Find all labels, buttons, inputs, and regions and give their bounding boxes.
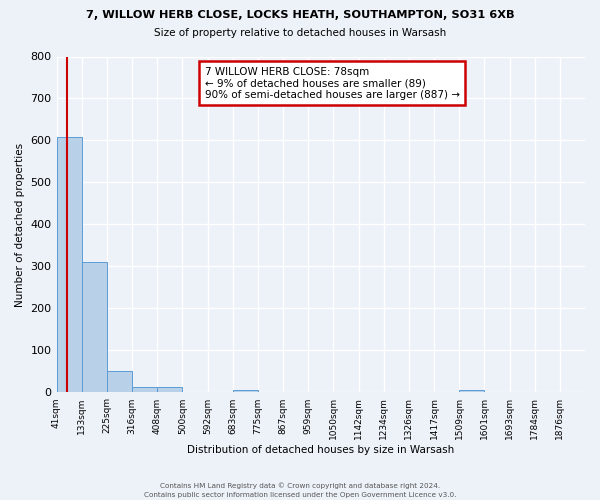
Bar (233, 390, 258, 392)
Bar (459, 390, 484, 392)
Text: Contains public sector information licensed under the Open Government Licence v3: Contains public sector information licen… (144, 492, 456, 498)
Text: 7 WILLOW HERB CLOSE: 78sqm
← 9% of detached houses are smaller (89)
90% of semi-: 7 WILLOW HERB CLOSE: 78sqm ← 9% of detac… (205, 66, 460, 100)
Text: Size of property relative to detached houses in Warsash: Size of property relative to detached ho… (154, 28, 446, 38)
Y-axis label: Number of detached properties: Number of detached properties (15, 142, 25, 306)
Text: 7, WILLOW HERB CLOSE, LOCKS HEATH, SOUTHAMPTON, SO31 6XB: 7, WILLOW HERB CLOSE, LOCKS HEATH, SOUTH… (86, 10, 514, 20)
Bar (107, 372, 132, 392)
Text: Contains HM Land Registry data © Crown copyright and database right 2024.: Contains HM Land Registry data © Crown c… (160, 482, 440, 489)
Bar (157, 388, 182, 392)
Bar (132, 388, 157, 392)
X-axis label: Distribution of detached houses by size in Warsash: Distribution of detached houses by size … (187, 445, 454, 455)
Bar (82, 262, 107, 392)
Bar (56, 137, 82, 392)
